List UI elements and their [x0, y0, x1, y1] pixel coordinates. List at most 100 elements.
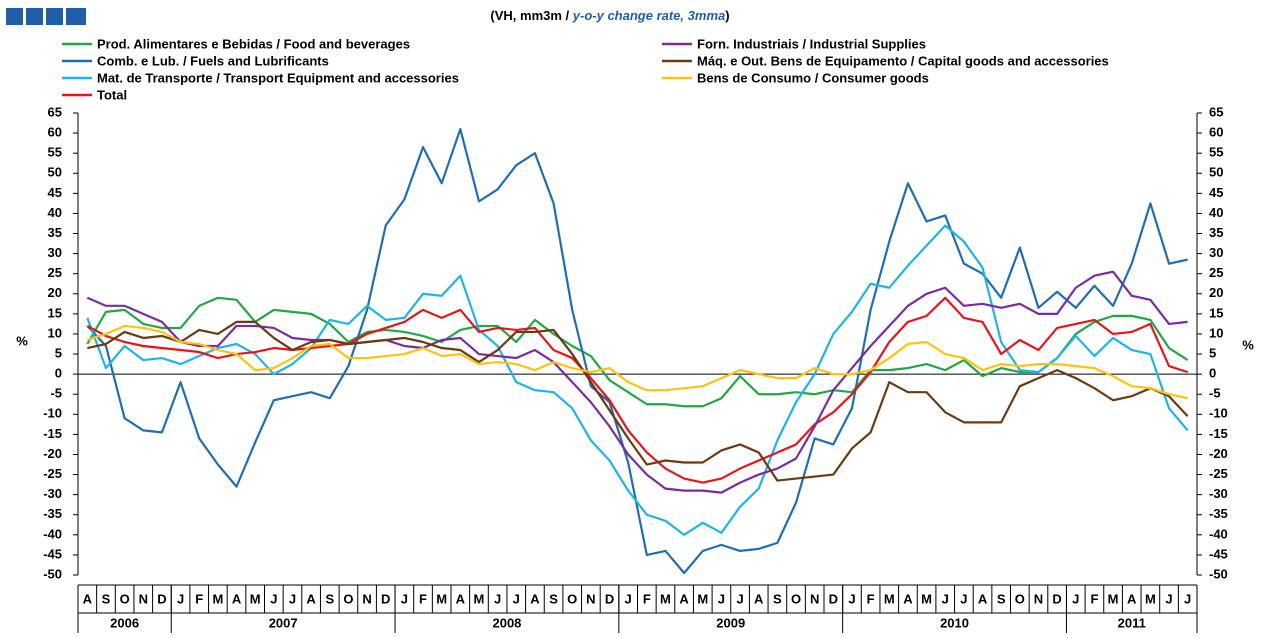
series-line: [86, 224, 1189, 536]
y-tick-label: 50: [48, 165, 62, 180]
y-tick-label: 35: [48, 225, 62, 240]
x-tick-label: N: [139, 591, 148, 606]
x-tick-label: A: [530, 591, 540, 606]
x-tick-label: N: [362, 591, 371, 606]
y2-tick-label: 30: [1209, 245, 1223, 260]
year-label: 2010: [940, 615, 969, 630]
x-tick-label: A: [306, 591, 316, 606]
y-tick-label: 65: [48, 104, 62, 119]
year-label: 2011: [1118, 615, 1146, 630]
series-line: [86, 324, 1188, 400]
x-tick-label: A: [978, 591, 988, 606]
y-tick-label: 0: [55, 366, 62, 381]
y-axis-label: %: [16, 333, 28, 348]
x-tick-label: M: [212, 591, 223, 606]
x-tick-label: N: [810, 591, 819, 606]
y2-tick-label: -25: [1209, 466, 1228, 481]
y-tick-label: 45: [48, 185, 62, 200]
x-tick-label: D: [605, 591, 614, 606]
x-tick-label: M: [250, 591, 261, 606]
x-tick-label: O: [343, 591, 353, 606]
y2-tick-label: 35: [1209, 225, 1223, 240]
x-tick-label: A: [456, 591, 466, 606]
title-part: (VH, mm3m /: [490, 8, 572, 23]
y-tick-label: 60: [48, 125, 62, 140]
year-label: 2009: [716, 615, 745, 630]
x-tick-label: A: [232, 591, 242, 606]
x-tick-label: F: [419, 591, 427, 606]
x-tick-label: S: [773, 591, 782, 606]
x-tick-label: J: [848, 591, 855, 606]
x-tick-label: J: [1072, 591, 1079, 606]
y-tick-label: 25: [48, 265, 62, 280]
x-tick-label: D: [1052, 591, 1061, 606]
x-tick-label: F: [1090, 591, 1098, 606]
y-tick-label: 10: [48, 325, 62, 340]
x-tick-label: S: [549, 591, 558, 606]
y2-tick-label: -20: [1209, 446, 1228, 461]
y2-tick-label: 5: [1209, 345, 1216, 360]
x-tick-label: J: [177, 591, 184, 606]
y2-tick-label: -5: [1209, 386, 1221, 401]
x-tick-label: M: [1145, 591, 1156, 606]
x-tick-label: A: [679, 591, 689, 606]
y2-tick-label: 10: [1209, 325, 1223, 340]
x-tick-label: S: [102, 591, 111, 606]
y-tick-label: -35: [43, 506, 62, 521]
legend-label: Mat. de Transporte / Transport Equipment…: [97, 70, 459, 85]
x-tick-label: M: [436, 591, 447, 606]
series-line: [87, 320, 1189, 482]
x-tick-label: M: [1108, 591, 1119, 606]
y-tick-label: 40: [48, 205, 62, 220]
x-tick-label: M: [660, 591, 671, 606]
x-tick-label: O: [120, 591, 130, 606]
y2-tick-label: 20: [1209, 285, 1223, 300]
y2-tick-label: 40: [1209, 205, 1223, 220]
year-label: 2007: [269, 615, 298, 630]
y-tick-label: 55: [48, 145, 62, 160]
series-line: [86, 127, 1188, 575]
x-tick-label: M: [697, 591, 708, 606]
y2-tick-label: -10: [1209, 406, 1228, 421]
x-tick-label: D: [157, 591, 166, 606]
y2-axis-label: %: [1242, 337, 1254, 352]
y2-tick-label: -30: [1209, 486, 1228, 501]
x-tick-label: F: [195, 591, 203, 606]
y2-tick-label: -50: [1209, 566, 1228, 581]
x-tick-label: S: [997, 591, 1006, 606]
y-tick-label: -25: [43, 466, 62, 481]
legend-label: Máq. e Out. Bens de Equipamento / Capita…: [697, 53, 1109, 68]
legend-label: Comb. e Lub. / Fuels and Lubrificants: [97, 53, 329, 68]
y-tick-label: -50: [43, 566, 62, 581]
y-tick-label: -45: [43, 546, 62, 561]
y2-tick-label: -45: [1209, 546, 1228, 561]
logo: [6, 8, 86, 25]
y2-tick-label: 60: [1209, 125, 1223, 140]
y2-tick-label: 25: [1209, 265, 1223, 280]
legend-label: Total: [97, 87, 127, 102]
y2-tick-label: 55: [1209, 145, 1223, 160]
series-line: [86, 296, 1189, 408]
x-tick-label: J: [736, 591, 743, 606]
x-tick-label: A: [754, 591, 764, 606]
x-tick-label: J: [513, 591, 520, 606]
y2-tick-label: 15: [1209, 305, 1223, 320]
y-tick-label: 5: [55, 345, 62, 360]
y2-tick-label: 0: [1209, 366, 1216, 381]
y-tick-label: 15: [48, 305, 62, 320]
title-part: ): [725, 8, 729, 23]
y-tick-label: 30: [48, 245, 62, 260]
y-tick-label: -10: [43, 406, 62, 421]
y2-tick-label: 45: [1209, 185, 1223, 200]
x-tick-label: N: [1034, 591, 1043, 606]
series-line: [86, 296, 1189, 484]
x-tick-label: D: [829, 591, 838, 606]
x-tick-label: J: [401, 591, 408, 606]
legend-label: Prod. Alimentares e Bebidas / Food and b…: [97, 36, 410, 51]
year-label: 2006: [110, 615, 139, 630]
y2-tick-label: -40: [1209, 526, 1228, 541]
chart-title: (VH, mm3m / y-o-y change rate, 3mma): [490, 8, 729, 23]
x-tick-label: J: [1184, 591, 1191, 606]
x-tick-label: F: [643, 591, 651, 606]
x-tick-label: F: [867, 591, 875, 606]
